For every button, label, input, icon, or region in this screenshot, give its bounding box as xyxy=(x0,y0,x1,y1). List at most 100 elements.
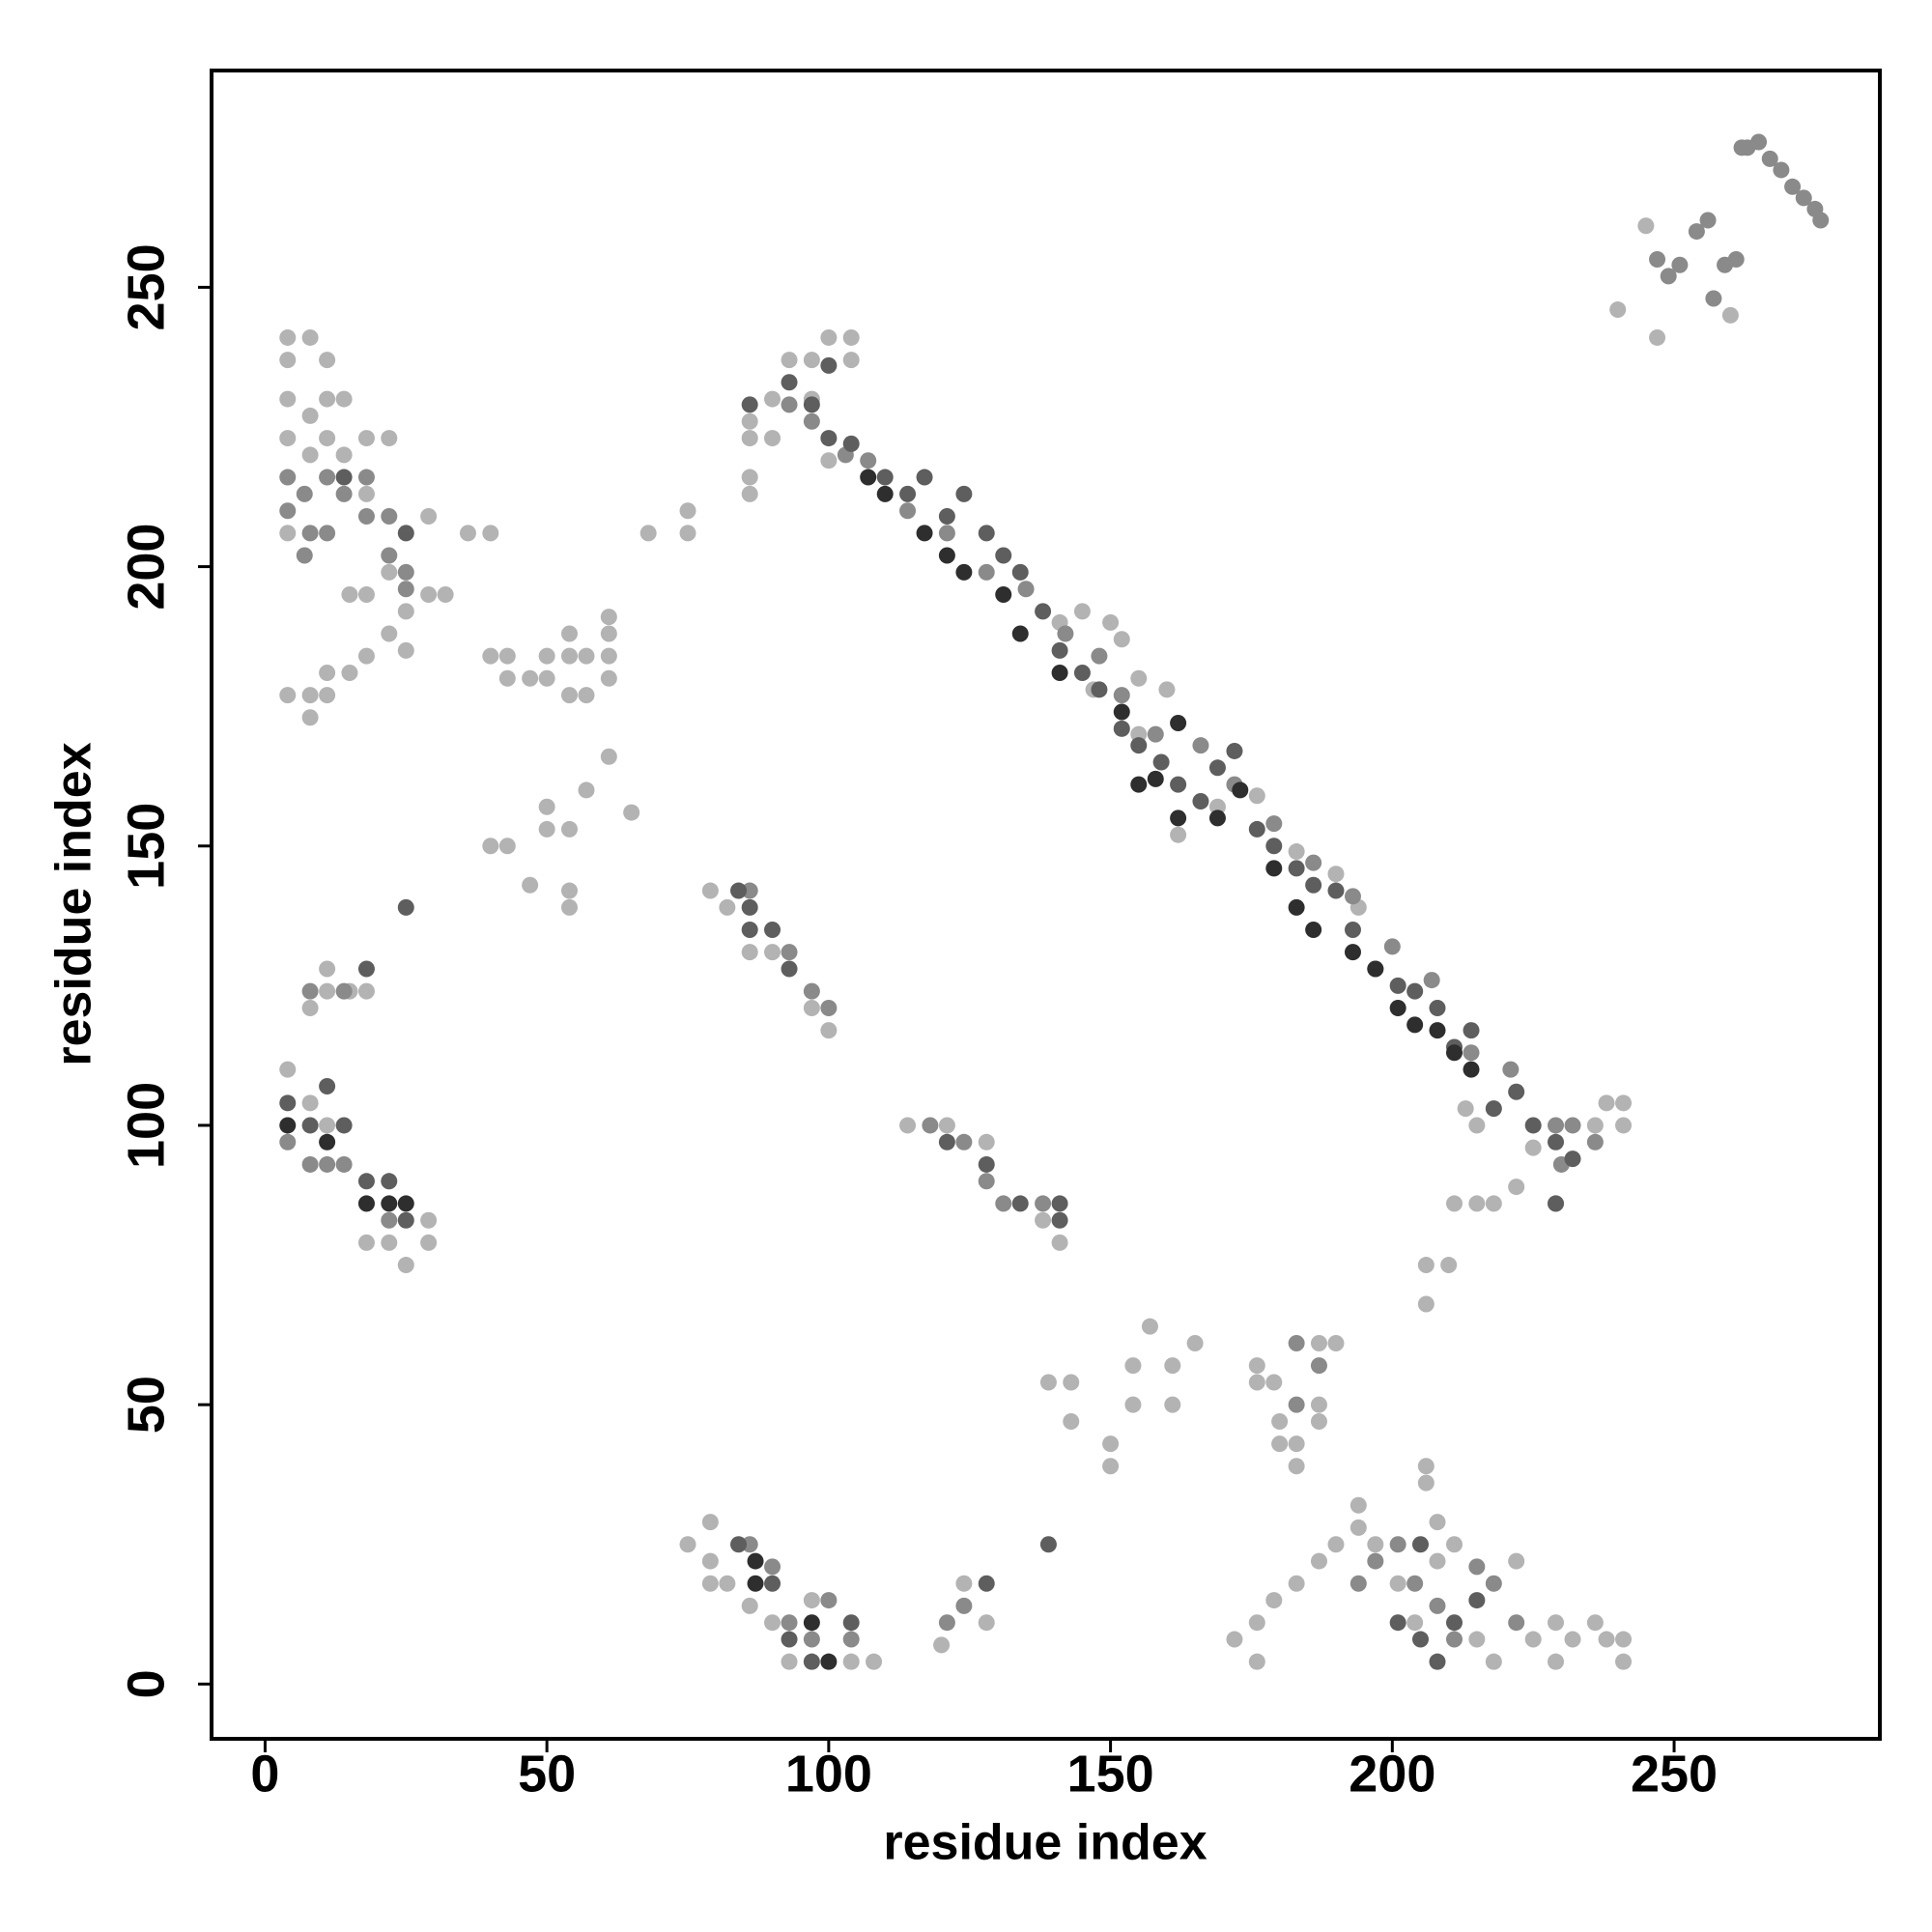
point xyxy=(420,1234,438,1251)
point xyxy=(1406,982,1424,1000)
point xyxy=(1598,1631,1615,1648)
point xyxy=(296,547,313,564)
point xyxy=(1548,1133,1565,1151)
point xyxy=(1445,1614,1463,1632)
point xyxy=(1265,815,1283,833)
point xyxy=(1186,1335,1204,1352)
point xyxy=(1192,737,1209,754)
point xyxy=(1417,1474,1435,1492)
point xyxy=(1208,759,1226,777)
point xyxy=(1671,256,1689,273)
point xyxy=(1271,1435,1289,1453)
point xyxy=(600,625,617,642)
point xyxy=(1389,1575,1406,1592)
point xyxy=(319,525,336,542)
point xyxy=(560,687,578,704)
point xyxy=(1344,944,1361,961)
point xyxy=(741,396,758,413)
point xyxy=(1124,1357,1142,1375)
point xyxy=(1011,563,1029,581)
point xyxy=(1463,1061,1480,1078)
point xyxy=(482,838,499,855)
point xyxy=(381,508,398,526)
point xyxy=(978,525,995,542)
point xyxy=(1350,1575,1367,1592)
point xyxy=(764,390,781,408)
point xyxy=(1784,178,1802,195)
point xyxy=(482,647,499,665)
point xyxy=(747,1552,764,1570)
point xyxy=(842,352,860,369)
point xyxy=(842,1631,860,1648)
point xyxy=(1305,922,1322,939)
point xyxy=(803,999,820,1016)
point xyxy=(459,525,476,542)
point xyxy=(1508,1083,1525,1100)
point xyxy=(1310,1412,1327,1430)
point xyxy=(578,647,595,665)
point xyxy=(1102,613,1120,631)
point xyxy=(335,982,353,1000)
point xyxy=(1327,1335,1345,1352)
point xyxy=(578,781,595,799)
point xyxy=(955,563,973,581)
point xyxy=(1248,820,1265,838)
point xyxy=(1208,810,1226,827)
point xyxy=(781,1614,798,1632)
point xyxy=(1124,1396,1142,1413)
point xyxy=(1463,1022,1480,1039)
point xyxy=(860,452,877,469)
point xyxy=(301,709,319,726)
point xyxy=(301,1155,319,1173)
point xyxy=(319,1077,336,1094)
point xyxy=(1417,1295,1435,1313)
point xyxy=(1017,581,1035,598)
point xyxy=(397,563,414,581)
point xyxy=(820,328,838,346)
point xyxy=(1288,1435,1305,1453)
point xyxy=(381,547,398,564)
point xyxy=(1310,1357,1327,1375)
point xyxy=(319,687,336,704)
point xyxy=(1164,1357,1181,1375)
point xyxy=(319,1133,336,1151)
point xyxy=(764,430,781,447)
point xyxy=(1508,1552,1525,1570)
point xyxy=(1011,625,1029,642)
point xyxy=(781,374,798,391)
point xyxy=(1288,860,1305,877)
point xyxy=(741,430,758,447)
y-axis-title: residue index xyxy=(46,742,102,1065)
point xyxy=(1524,1631,1542,1648)
point xyxy=(1389,999,1406,1016)
point xyxy=(420,508,438,526)
point xyxy=(1039,1536,1057,1553)
point xyxy=(876,469,894,486)
point xyxy=(1423,972,1440,989)
point xyxy=(955,1575,973,1592)
point xyxy=(397,1257,414,1274)
point xyxy=(1113,703,1130,721)
point xyxy=(1147,770,1164,787)
point xyxy=(978,1173,995,1190)
point xyxy=(1039,1374,1057,1391)
point xyxy=(781,960,798,978)
point xyxy=(357,469,375,486)
point xyxy=(1429,1514,1446,1531)
point xyxy=(1733,139,1750,156)
point xyxy=(1429,999,1446,1016)
point xyxy=(978,1575,995,1592)
y-tick-label: 50 xyxy=(117,1376,175,1434)
point xyxy=(1288,1335,1305,1352)
point xyxy=(319,430,336,447)
point xyxy=(1305,876,1322,894)
point xyxy=(719,1575,736,1592)
point xyxy=(1344,922,1361,939)
point xyxy=(1468,1631,1486,1648)
point xyxy=(279,328,297,346)
point xyxy=(319,352,336,369)
point xyxy=(1688,223,1705,241)
point xyxy=(978,1155,995,1173)
point xyxy=(279,390,297,408)
point xyxy=(397,525,414,542)
